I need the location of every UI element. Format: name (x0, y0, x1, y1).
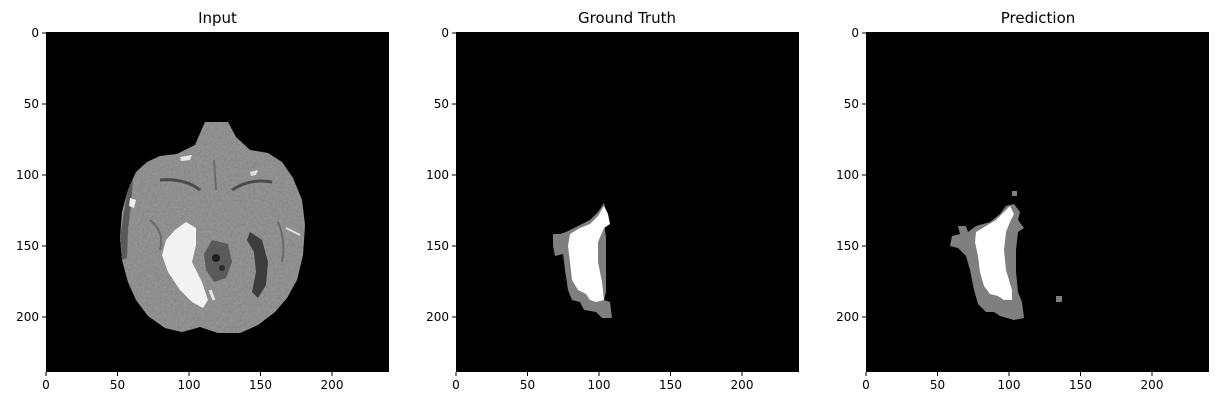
y-tick-label: 0 (441, 26, 449, 40)
sulcus (213, 159, 217, 191)
lesion-bright (162, 222, 208, 308)
y-tick-label: 150 (426, 239, 449, 253)
panel-input: Input (16, 9, 389, 392)
y-tick-label: 150 (836, 239, 859, 253)
x-tick-label: 50 (110, 378, 125, 392)
x-tick-label: 0 (862, 378, 870, 392)
dark-spot (212, 254, 220, 262)
y-tick-label: 100 (836, 168, 859, 182)
x-tick-label: 50 (520, 378, 535, 392)
y-axis: 0 50 100 150 200 (426, 26, 456, 324)
panel-ground-truth: Ground Truth 0 50 100 150 200 0 50 100 1… (426, 9, 799, 392)
x-axis: 0 50 100 150 200 (862, 372, 1163, 392)
mask-core (975, 206, 1014, 300)
x-tick-label: 200 (1141, 378, 1164, 392)
y-tick-label: 100 (426, 168, 449, 182)
bright-streak (285, 227, 301, 236)
y-tick-label: 0 (31, 26, 39, 40)
mask-speck (1056, 296, 1062, 302)
y-tick-label: 50 (434, 97, 449, 111)
x-tick-label: 50 (930, 378, 945, 392)
x-tick-label: 100 (178, 378, 201, 392)
sulcus (277, 221, 285, 263)
y-tick-label: 0 (851, 26, 859, 40)
x-tick-label: 0 (42, 378, 50, 392)
image-area (456, 32, 799, 372)
lesion-bright-small (129, 198, 136, 208)
y-axis: 0 50 100 150 200 (16, 26, 46, 324)
panel-prediction: Prediction 0 50 100 150 200 0 50 100 (836, 9, 1209, 392)
x-tick-label: 100 (998, 378, 1021, 392)
sulcus (231, 179, 273, 192)
mask-speck (1012, 191, 1017, 196)
y-tick-label: 150 (16, 239, 39, 253)
y-tick-label: 50 (24, 97, 39, 111)
bright-fleck (250, 170, 258, 176)
x-axis: 0 50 100 150 200 (452, 372, 753, 392)
x-tick-label: 150 (249, 378, 272, 392)
y-tick-label: 50 (844, 97, 859, 111)
sulcus (159, 178, 201, 192)
image-area (866, 32, 1209, 372)
x-tick-label: 150 (659, 378, 682, 392)
x-tick-label: 200 (731, 378, 754, 392)
mri-image (120, 122, 305, 333)
panel-title: Ground Truth (578, 9, 676, 27)
mask-core (568, 206, 610, 302)
panel-title: Prediction (1001, 9, 1076, 27)
y-tick-label: 100 (16, 168, 39, 182)
y-tick-label: 200 (16, 310, 39, 324)
x-tick-label: 0 (452, 378, 460, 392)
y-axis: 0 50 100 150 200 (836, 26, 866, 324)
bright-streak (208, 289, 216, 301)
panel-title: Input (198, 9, 237, 27)
y-tick-label: 200 (426, 310, 449, 324)
x-axis: 0 50 100 150 200 (42, 372, 343, 392)
y-tick-label: 200 (836, 310, 859, 324)
bright-fleck (180, 155, 192, 161)
ventricle-right (247, 232, 268, 298)
x-tick-label: 100 (588, 378, 611, 392)
x-tick-label: 150 (1069, 378, 1092, 392)
x-tick-label: 200 (321, 378, 344, 392)
sulcus (149, 219, 163, 251)
dark-spot (219, 265, 225, 271)
